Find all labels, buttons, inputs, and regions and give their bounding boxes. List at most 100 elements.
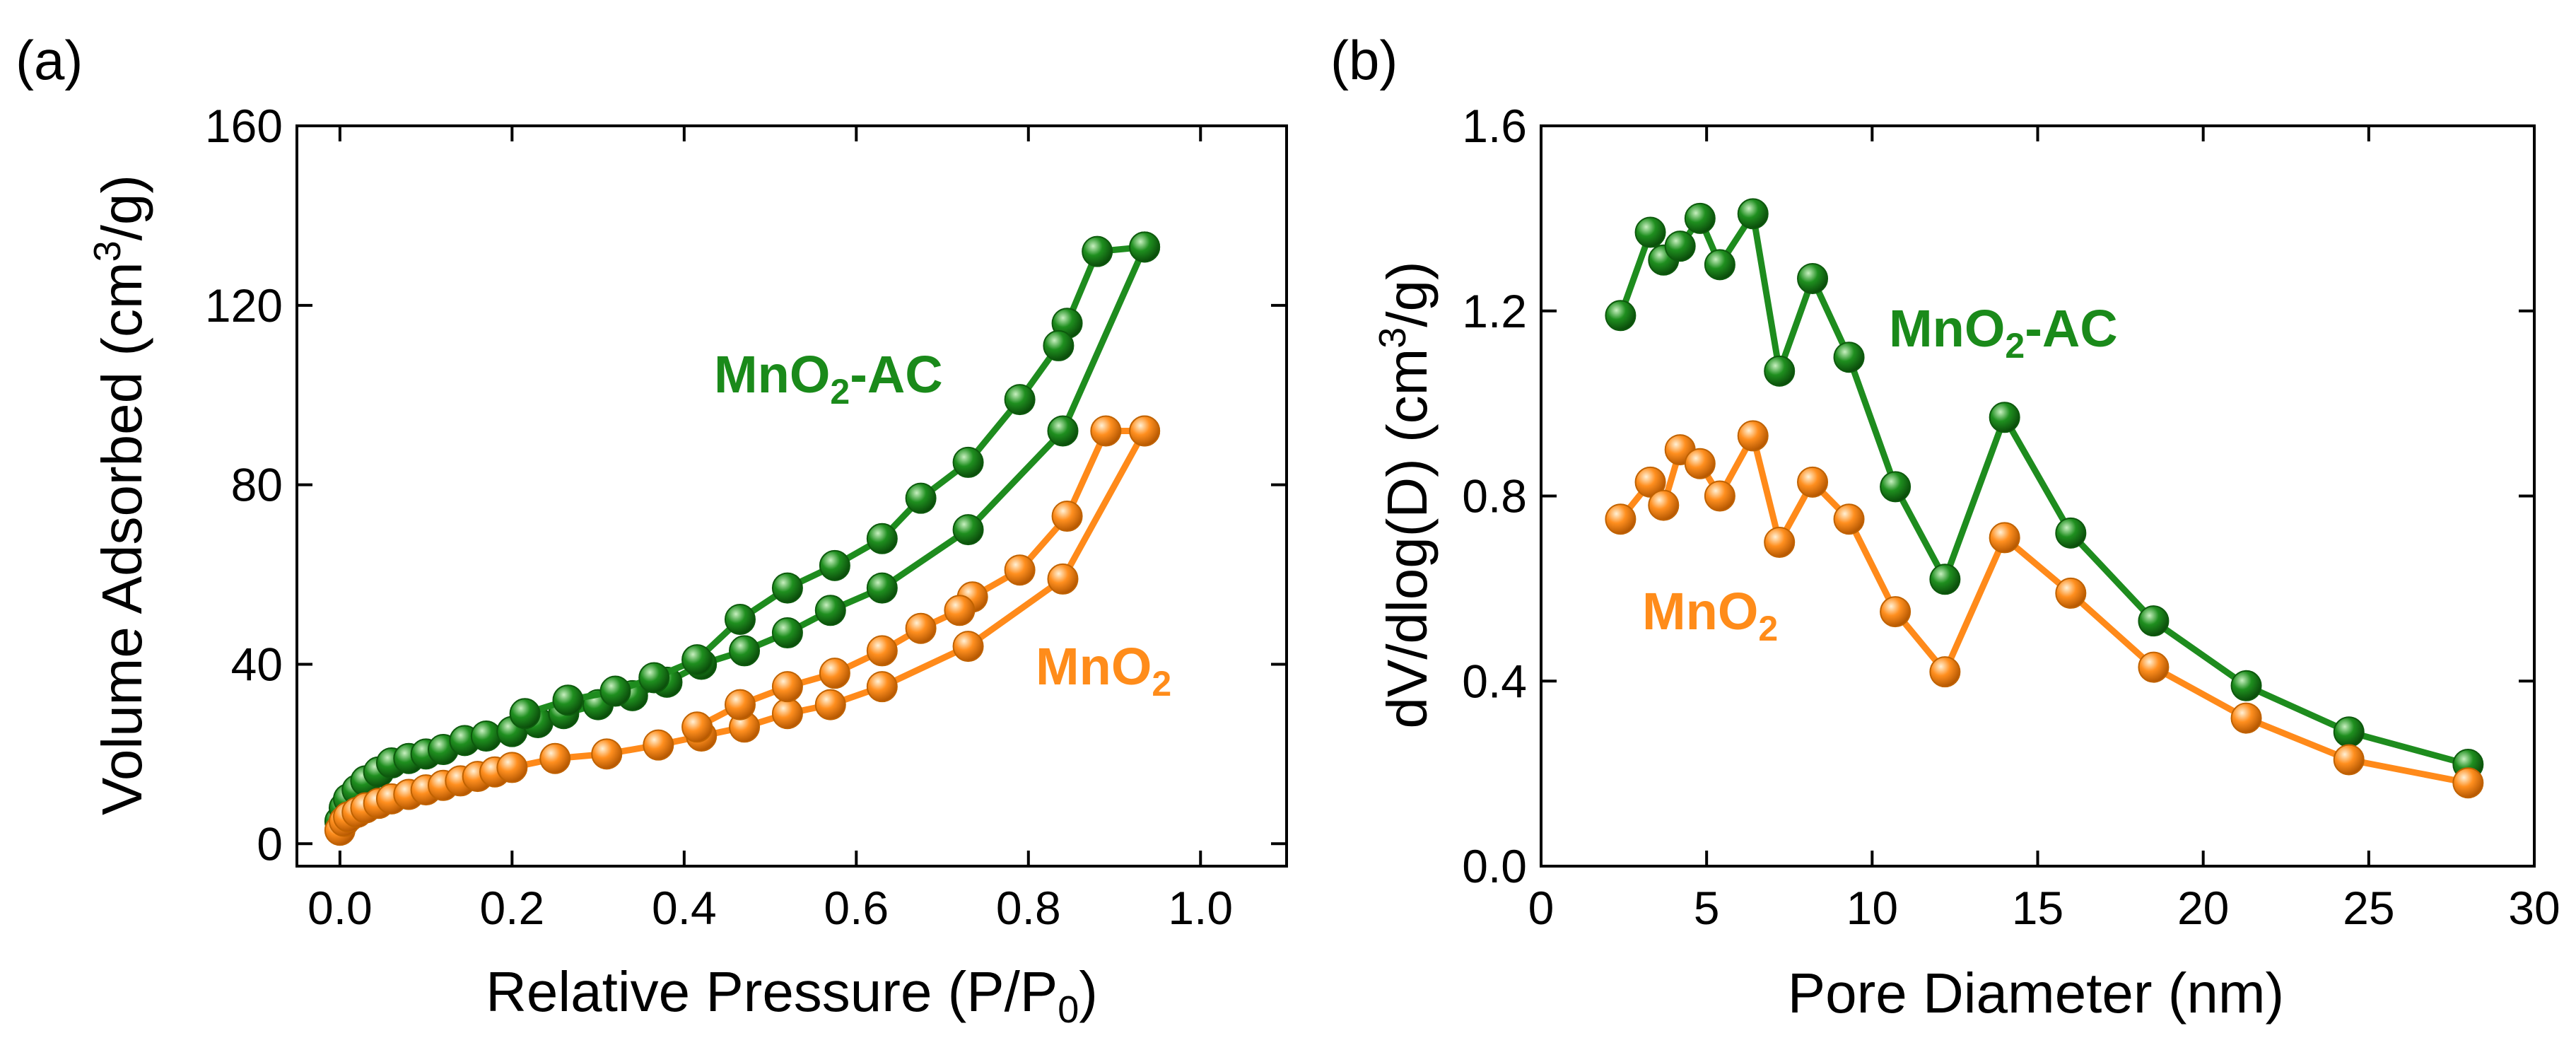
annotation-main: MnO: [1036, 637, 1152, 696]
data-point: [771, 698, 803, 730]
x-tick-label: 10: [1846, 882, 1898, 934]
data-point: [1634, 216, 1666, 248]
data-point: [771, 671, 803, 703]
series-mno2-ac-adsorption: [324, 231, 1161, 837]
series-annotation-mno2-ac: MnO2-AC: [1889, 299, 2118, 366]
y-axis-label: Volume Adsorbed (cm3/g): [86, 175, 153, 815]
data-point: [944, 595, 976, 626]
x-tick-label: 15: [2012, 882, 2063, 934]
series-mno2: [1605, 420, 2484, 799]
annotation-sub: 2: [1152, 664, 1171, 704]
data-point: [1797, 262, 1829, 294]
annotation-main: MnO: [1889, 299, 2005, 358]
data-point: [1833, 503, 1865, 535]
series-mno2-ac-desorption: [509, 231, 1161, 730]
x-tick-label: 0.4: [652, 882, 717, 934]
data-point: [552, 684, 584, 716]
data-point: [1129, 415, 1161, 447]
data-point: [1764, 355, 1796, 387]
data-point: [599, 675, 631, 707]
series-mno2-ac: [1605, 198, 2484, 781]
x-tick-label: 30: [2508, 882, 2560, 934]
data-point: [1684, 202, 1716, 234]
y-axis-label-sup: 3: [1371, 327, 1414, 349]
data-point: [1989, 402, 2020, 433]
data-point: [2138, 605, 2170, 637]
data-point: [1929, 564, 1961, 595]
data-point: [2055, 577, 2087, 609]
annotation-suffix: -AC: [850, 345, 943, 404]
data-point: [952, 631, 984, 663]
data-point: [1082, 235, 1113, 267]
data-point: [866, 523, 898, 554]
annotation-sub: 2: [1758, 609, 1778, 648]
x-axis-label: Relative Pressure (P/P0): [486, 960, 1098, 1031]
data-point: [1129, 231, 1161, 263]
y-tick-label: 40: [231, 638, 283, 690]
data-point: [1684, 448, 1716, 479]
data-point: [681, 644, 713, 676]
data-point: [1605, 503, 1637, 535]
y-tick-label: 1.6: [1462, 100, 1527, 152]
data-point: [1648, 489, 1680, 521]
y-axis-label-end: /g): [90, 175, 153, 240]
data-point: [2452, 767, 2484, 799]
data-point: [2230, 702, 2262, 734]
panel-label: (a): [16, 29, 83, 91]
data-point: [496, 752, 528, 783]
data-point: [1605, 300, 1637, 332]
series-annotation-mno2-ac: MnO2-AC: [714, 345, 943, 412]
data-point: [509, 698, 541, 730]
data-point: [1737, 420, 1769, 452]
annotation-sub: 2: [2005, 326, 2025, 366]
series-line: [1617, 210, 2469, 768]
data-point: [2333, 716, 2365, 748]
data-point: [819, 549, 850, 581]
data-point: [1004, 384, 1036, 416]
data-point: [905, 482, 937, 514]
panel-label: (b): [1330, 29, 1398, 91]
x-tick-label: 25: [2343, 882, 2394, 934]
data-point: [1047, 415, 1079, 447]
series-annotation-mno2: MnO2: [1036, 637, 1171, 704]
y-tick-label: 0.0: [1462, 840, 1527, 892]
panel-a: (a) 0.0 0.2 0.4 0.6 0.8 1.0 0 40 80 120 160 Relative…: [16, 29, 1288, 1031]
data-point: [638, 662, 670, 694]
data-point: [643, 729, 674, 761]
data-point: [1051, 501, 1083, 532]
data-point: [1797, 466, 1829, 498]
x-axis-label-end: ): [1079, 960, 1098, 1023]
series-annotation-mno2: MnO2: [1642, 582, 1778, 648]
y-tick-label: 80: [231, 459, 283, 511]
data-point: [2055, 517, 2087, 549]
series-mno2-adsorption: [324, 415, 1161, 846]
x-tick-label: 0: [1528, 882, 1555, 934]
x-axis-label: Pore Diameter (nm): [1788, 962, 2284, 1025]
y-axis-label: dV/dlog(D) (cm3/g): [1371, 261, 1439, 728]
x-tick-label: 0.0: [308, 882, 373, 934]
data-point: [1737, 198, 1769, 230]
y-tick-label: 0.8: [1462, 470, 1527, 523]
y-tick-label: 1.2: [1462, 285, 1527, 337]
data-point: [866, 572, 898, 604]
y-axis-label-main: dV/dlog(D) (cm: [1376, 349, 1439, 729]
data-point: [1704, 249, 1735, 281]
data-point: [905, 612, 937, 644]
data-point: [819, 658, 850, 689]
data-point: [1880, 471, 1911, 503]
x-tick-label: 5: [1694, 882, 1720, 934]
data-point: [729, 635, 761, 667]
data-point: [1047, 563, 1079, 595]
plot-frame: [295, 124, 1288, 868]
data-point: [1043, 329, 1075, 361]
data-point: [1664, 231, 1696, 262]
data-point: [470, 720, 502, 752]
y-tick-label: 0.4: [1462, 655, 1527, 707]
data-point: [2138, 651, 2170, 683]
series-mno2-desorption: [681, 415, 1161, 743]
y-tick-label: 120: [205, 279, 283, 332]
data-point: [539, 742, 571, 774]
annotation-main: MnO: [714, 345, 830, 404]
x-tick-label: 0.8: [996, 882, 1061, 934]
